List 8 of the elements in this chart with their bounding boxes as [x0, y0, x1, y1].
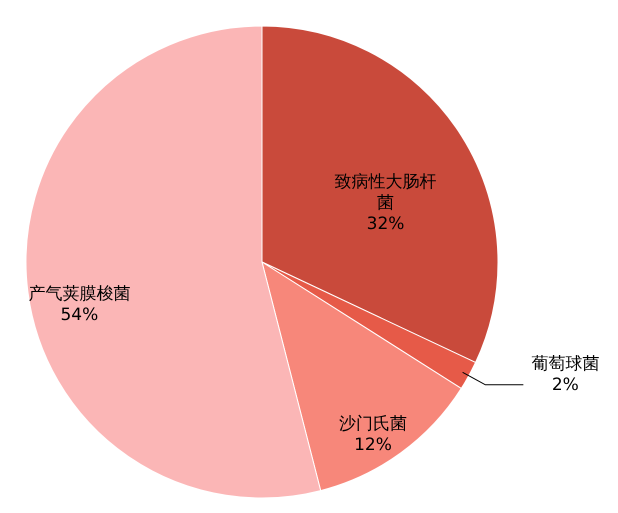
- data-label: 2%: [552, 374, 579, 395]
- data-label: 54%: [60, 305, 98, 326]
- slice-label: 产气荚膜梭菌: [28, 284, 130, 304]
- slice-label: 沙门氏菌: [338, 414, 407, 434]
- data-label: 12%: [354, 434, 392, 455]
- slice-label: 致病性大肠杆菌: [334, 172, 437, 214]
- slice-label: 葡萄球菌: [531, 354, 600, 374]
- data-label: 32%: [366, 214, 404, 234]
